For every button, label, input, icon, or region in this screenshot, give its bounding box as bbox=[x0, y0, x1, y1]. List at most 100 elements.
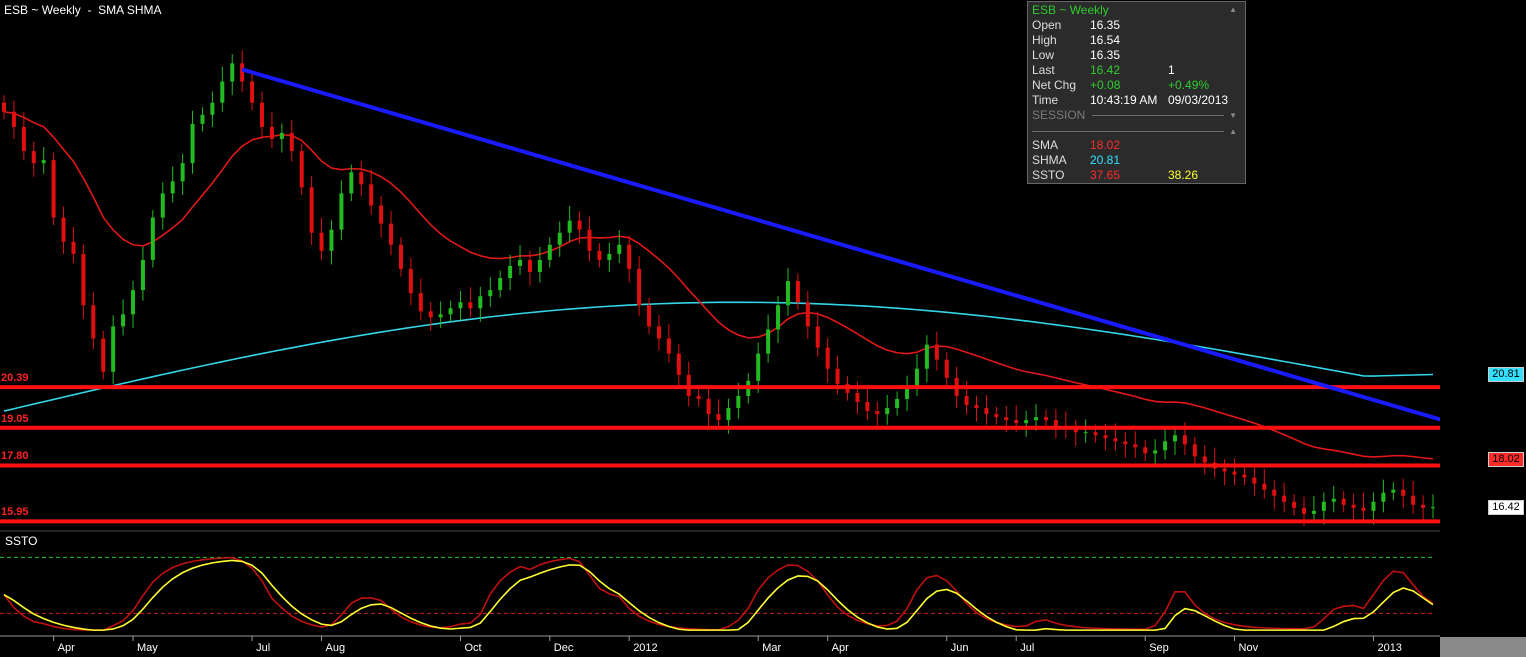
candle-body bbox=[1103, 435, 1108, 439]
candle-body bbox=[190, 123, 195, 164]
candle-body bbox=[924, 344, 929, 369]
candle-body bbox=[1053, 420, 1058, 427]
candle-body bbox=[359, 172, 364, 185]
quote-label: Last bbox=[1032, 63, 1055, 77]
candle-body bbox=[1232, 471, 1237, 475]
candle-body bbox=[647, 305, 652, 327]
ssto-d-line bbox=[3, 559, 1434, 631]
candle-body bbox=[1272, 489, 1277, 496]
x-tick-label: Dec bbox=[554, 642, 574, 654]
quote-label: Time bbox=[1032, 93, 1059, 107]
candle-body bbox=[468, 302, 473, 309]
quote-row: Low 16.35 bbox=[1032, 48, 1242, 63]
candle-body bbox=[21, 126, 26, 152]
level-label: 20.39 bbox=[1, 372, 29, 385]
level-label: 15.95 bbox=[1, 506, 29, 519]
quote-row: Time 10:43:19 AM 09/03/2013 bbox=[1032, 93, 1242, 108]
candle-body bbox=[1311, 510, 1316, 514]
candle-body bbox=[1093, 432, 1098, 436]
quote-label: High bbox=[1032, 33, 1057, 47]
candle-body bbox=[41, 160, 46, 164]
quote-row: Open 16.35 bbox=[1032, 18, 1242, 33]
quote-value: 16.35 bbox=[1090, 48, 1121, 62]
candle-body bbox=[279, 132, 284, 139]
quote-row: Last 16.42 1 bbox=[1032, 63, 1242, 78]
x-tick-label: 2013 bbox=[1377, 642, 1401, 654]
candle-body bbox=[71, 241, 76, 254]
quote-value: +0.08 bbox=[1090, 78, 1121, 92]
collapse-up-icon[interactable]: ▲ bbox=[1229, 5, 1237, 14]
quote-value-2: +0.49% bbox=[1168, 78, 1210, 92]
candle-body bbox=[51, 160, 56, 218]
candle-body bbox=[518, 259, 523, 266]
candle-body bbox=[508, 265, 513, 279]
candle-body bbox=[1073, 429, 1078, 433]
candle-body bbox=[131, 290, 136, 315]
candle-body bbox=[1401, 489, 1406, 496]
candle-body bbox=[1282, 495, 1287, 502]
axis-value-tag: 16.42 bbox=[1488, 500, 1524, 516]
x-tick-label: Jul bbox=[1020, 642, 1034, 654]
session-dropdown-icon[interactable]: ▼ bbox=[1229, 111, 1237, 120]
candle-body bbox=[1182, 435, 1187, 445]
candle-body bbox=[1331, 498, 1336, 502]
candle-body bbox=[1192, 444, 1197, 457]
candle-body bbox=[1014, 420, 1019, 424]
quote-title: ESB ~ Weekly bbox=[1032, 3, 1109, 17]
quote-label: SHMA bbox=[1032, 153, 1067, 167]
collapse-studies-icon[interactable]: ▲ bbox=[1229, 127, 1237, 136]
x-tick-label: 2012 bbox=[633, 642, 657, 654]
candle-body bbox=[974, 405, 979, 409]
chart-header: ESB ~ Weekly - SMA SHMA bbox=[4, 3, 162, 17]
candle-body bbox=[776, 305, 781, 330]
candle-body bbox=[984, 408, 989, 415]
candle-body bbox=[944, 359, 949, 378]
candle-body bbox=[240, 63, 245, 82]
candle-body bbox=[1431, 507, 1435, 509]
quote-value: 37.65 bbox=[1090, 168, 1121, 182]
candle-body bbox=[1034, 417, 1039, 421]
quote-value: 16.35 bbox=[1090, 18, 1121, 32]
axis-value-tag: 20.81 bbox=[1488, 367, 1524, 383]
x-tick-label: Apr bbox=[832, 642, 849, 654]
candle-body bbox=[706, 398, 711, 415]
candle-body bbox=[1123, 441, 1128, 445]
candle-body bbox=[537, 259, 542, 272]
candle-body bbox=[389, 223, 394, 245]
candle-body bbox=[1043, 417, 1048, 421]
candle-body bbox=[875, 411, 880, 415]
candle-body bbox=[627, 244, 632, 269]
candle-body bbox=[1242, 474, 1247, 478]
quote-label: SSTO bbox=[1032, 168, 1065, 182]
candle-body bbox=[1024, 420, 1029, 424]
candle-body bbox=[825, 347, 830, 369]
candle-body bbox=[369, 184, 374, 206]
x-tick-label: Sep bbox=[1149, 642, 1169, 654]
x-tick-label: Oct bbox=[464, 642, 481, 654]
candle-body bbox=[1391, 489, 1396, 493]
candle-body bbox=[289, 132, 294, 152]
candle-body bbox=[1301, 507, 1306, 514]
candle-body bbox=[736, 395, 741, 409]
candle-body bbox=[1292, 501, 1297, 508]
candle-body bbox=[527, 259, 532, 272]
candle-body bbox=[1222, 468, 1227, 472]
candle-body bbox=[349, 172, 354, 194]
quote-value: 18.02 bbox=[1090, 138, 1121, 152]
candle-body bbox=[835, 368, 840, 384]
quote-panel[interactable]: ESB ~ Weekly ▲ Open 16.35 High 16.54 Low 16.3… bbox=[1027, 1, 1246, 184]
candle-body bbox=[905, 386, 910, 399]
quote-value-2: 1 bbox=[1168, 63, 1175, 77]
candle-body bbox=[1113, 438, 1118, 442]
candle-body bbox=[805, 302, 810, 327]
x-tick-label: Jun bbox=[951, 642, 969, 654]
candle-body bbox=[815, 326, 820, 348]
candle-body bbox=[607, 253, 612, 260]
candle-body bbox=[716, 414, 721, 421]
candle-body bbox=[398, 244, 403, 269]
candle-body bbox=[1421, 504, 1426, 508]
candle-body bbox=[408, 268, 413, 294]
quote-value-2: 09/03/2013 bbox=[1168, 93, 1229, 107]
candle-body bbox=[140, 259, 145, 291]
